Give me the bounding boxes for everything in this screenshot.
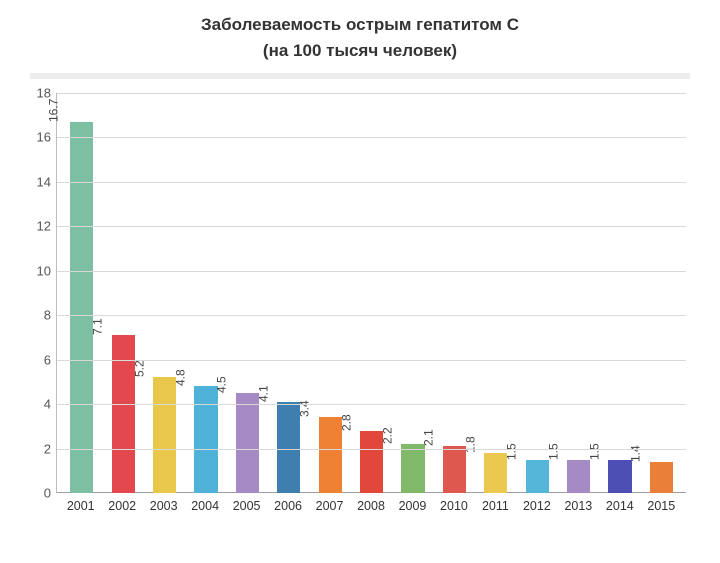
bar-slot: 1.4 bbox=[641, 93, 682, 493]
x-tick-label: 2011 bbox=[475, 499, 516, 513]
bar-slot: 2.1 bbox=[434, 93, 475, 493]
bar-slot: 4.1 bbox=[268, 93, 309, 493]
bar: 3.4 bbox=[319, 417, 342, 493]
hepatitis-c-bar-chart: Заболеваемость острым гепатитом С (на 10… bbox=[0, 0, 720, 563]
bar: 4.8 bbox=[194, 386, 217, 493]
y-tick-label: 10 bbox=[37, 263, 57, 278]
bar: 1.5 bbox=[608, 460, 631, 493]
bar-slot: 4.8 bbox=[185, 93, 226, 493]
y-tick-label: 14 bbox=[37, 174, 57, 189]
bar-value-label: 5.2 bbox=[132, 361, 146, 378]
chart-title-line-1: Заболеваемость острым гепатитом С bbox=[30, 12, 690, 38]
bar-slot: 7.1 bbox=[102, 93, 143, 493]
gridline bbox=[57, 271, 686, 272]
bars-group: 16.77.15.24.84.54.13.42.82.22.11.81.51.5… bbox=[57, 93, 686, 493]
bar-value-label: 1.5 bbox=[505, 443, 519, 460]
gridline bbox=[57, 360, 686, 361]
bar: 1.5 bbox=[567, 460, 590, 493]
gridline bbox=[57, 182, 686, 183]
y-tick-label: 4 bbox=[44, 397, 57, 412]
y-tick-label: 2 bbox=[44, 441, 57, 456]
gridline bbox=[57, 137, 686, 138]
x-tick-label: 2006 bbox=[267, 499, 308, 513]
x-tick-label: 2004 bbox=[184, 499, 225, 513]
gridline bbox=[57, 93, 686, 94]
bar: 4.5 bbox=[236, 393, 259, 493]
y-tick-label: 16 bbox=[37, 130, 57, 145]
bar-slot: 5.2 bbox=[144, 93, 185, 493]
bar-value-label: 4.8 bbox=[174, 370, 188, 387]
bar-value-label: 2.2 bbox=[381, 427, 395, 444]
x-tick-label: 2014 bbox=[599, 499, 640, 513]
y-tick-label: 12 bbox=[37, 219, 57, 234]
x-tick-label: 2008 bbox=[350, 499, 391, 513]
bar-slot: 1.5 bbox=[516, 93, 557, 493]
y-tick-label: 18 bbox=[37, 86, 57, 101]
x-tick-label: 2001 bbox=[60, 499, 101, 513]
y-tick-label: 6 bbox=[44, 352, 57, 367]
x-tick-label: 2010 bbox=[433, 499, 474, 513]
x-tick-label: 2005 bbox=[226, 499, 267, 513]
x-tick-label: 2002 bbox=[101, 499, 142, 513]
gridline bbox=[57, 315, 686, 316]
bar-slot: 4.5 bbox=[227, 93, 268, 493]
bar-value-label: 4.5 bbox=[215, 376, 229, 393]
bar: 2.8 bbox=[360, 431, 383, 493]
bar-value-label: 1.5 bbox=[546, 443, 560, 460]
bar-value-label: 7.1 bbox=[91, 319, 105, 336]
x-tick-label: 2009 bbox=[392, 499, 433, 513]
bar-slot: 3.4 bbox=[309, 93, 350, 493]
plot-area: 16.77.15.24.84.54.13.42.82.22.11.81.51.5… bbox=[56, 93, 686, 493]
gridline bbox=[57, 226, 686, 227]
bar-value-label: 2.8 bbox=[339, 414, 353, 431]
bar: 1.4 bbox=[650, 462, 673, 493]
bar-value-label: 2.1 bbox=[422, 430, 436, 447]
bar-slot: 1.5 bbox=[558, 93, 599, 493]
bar: 16.7 bbox=[70, 122, 93, 493]
chart-title: Заболеваемость острым гепатитом С (на 10… bbox=[30, 12, 690, 63]
bar: 2.2 bbox=[401, 444, 424, 493]
x-tick-label: 2003 bbox=[143, 499, 184, 513]
bar-value-label: 4.1 bbox=[256, 385, 270, 402]
gridline bbox=[57, 404, 686, 405]
chart-title-line-2: (на 100 тысяч человек) bbox=[30, 38, 690, 64]
bar-slot: 1.8 bbox=[475, 93, 516, 493]
bar: 2.1 bbox=[443, 446, 466, 493]
x-tick-label: 2013 bbox=[558, 499, 599, 513]
x-tick-label: 2015 bbox=[641, 499, 682, 513]
bar-value-label: 1.5 bbox=[588, 443, 602, 460]
bar: 1.5 bbox=[526, 460, 549, 493]
bar-value-label: 1.8 bbox=[463, 436, 477, 453]
y-tick-label: 8 bbox=[44, 308, 57, 323]
y-tick-label: 0 bbox=[44, 486, 57, 501]
bar-slot: 1.5 bbox=[599, 93, 640, 493]
x-axis: 2001200220032004200520062007200820092010… bbox=[56, 493, 686, 513]
bar-slot: 16.7 bbox=[61, 93, 102, 493]
bar: 5.2 bbox=[153, 377, 176, 493]
x-tick-label: 2012 bbox=[516, 499, 557, 513]
bar-value-label: 16.7 bbox=[46, 99, 60, 122]
gridline bbox=[57, 449, 686, 450]
x-tick-label: 2007 bbox=[309, 499, 350, 513]
title-divider bbox=[30, 73, 690, 79]
